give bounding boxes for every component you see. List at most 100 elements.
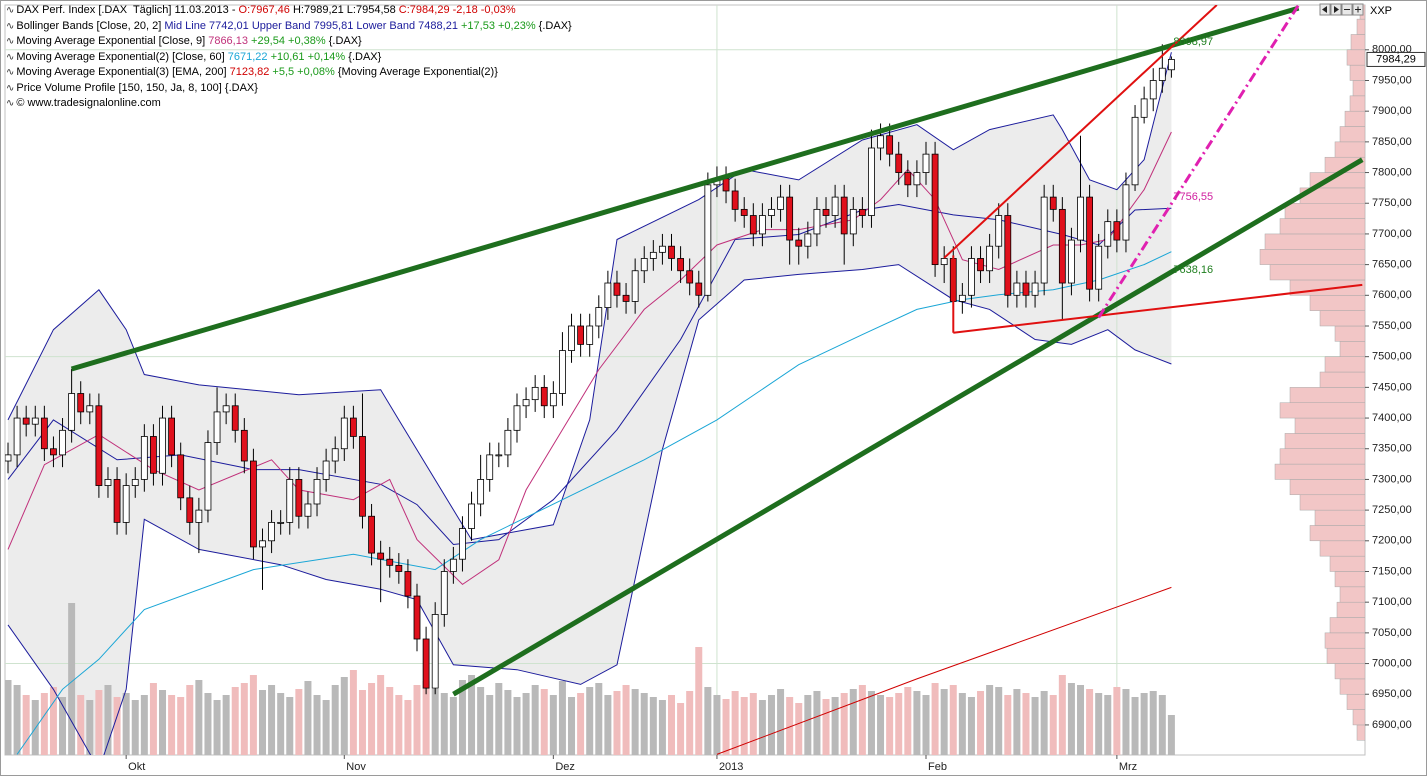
profile-bar [1339,678,1365,695]
legend-line: Moving Average Exponential(2) [Close, 60… [6,50,572,66]
x-tick-label: Dez [555,761,575,773]
volume-bar [568,697,576,755]
legend-text: +17,53 +0,23% [457,19,536,32]
x-tick-label: 2013 [719,761,743,773]
candle-body [59,429,66,456]
volume-bar [822,699,830,755]
volume-bar [595,683,603,755]
profile-bar [1319,371,1365,388]
legend-text: Bollinger Bands [Close, 20, 2] [16,19,165,32]
candle-body [122,485,130,523]
candle-body [477,479,485,505]
candle-body [177,454,185,499]
candle-body [22,417,30,425]
candle-body [822,208,830,216]
candle-body [1058,208,1066,284]
candle-body [640,258,648,272]
candle-body [204,442,212,511]
profile-bar [1324,356,1365,373]
candle-body [731,190,739,210]
volume-bar [68,603,76,755]
candle-body [240,429,248,462]
profile-bar [1319,540,1365,557]
candle-body [268,521,275,542]
price-label: 7984,29 [1376,53,1416,65]
profile-bar [1319,310,1365,327]
volume-bar [159,690,167,755]
candle-body [68,393,76,431]
volume-bar [931,683,939,755]
volume-bar [368,683,376,755]
volume-bar [131,700,139,755]
profile-bar [1356,18,1365,35]
candle-body [877,135,884,149]
y-tick-label: 7200,00 [1372,535,1412,547]
candle-body [1168,59,1175,71]
candle-body [231,405,239,431]
profile-bar [1334,141,1365,158]
candle-body [513,405,521,431]
candle-body [559,350,566,394]
y-tick-label: 7150,00 [1372,565,1412,577]
y-tick-label: 7250,00 [1372,504,1412,516]
volume-bar [468,675,476,755]
legend-text: C:7984,29 -2,18 -0,03% [398,4,516,16]
candle-body [1040,196,1048,284]
y-tick-label: 7450,00 [1372,381,1412,393]
candle-body [695,282,703,296]
profile-bar [1274,463,1365,480]
volume-bar [1095,693,1103,755]
candle-body [958,294,966,302]
volume-bar [831,697,839,755]
candle-body [686,270,694,284]
volume-bar [495,683,503,755]
candle-body [95,405,103,486]
volume-bar [22,695,30,755]
legend-text: {.DAX} [325,35,362,47]
symbol-label: XXP [1370,5,1392,17]
volume-bar [877,695,885,755]
candle-body [13,417,21,456]
candle-body [213,411,221,444]
candle-body [377,552,385,560]
y-tick-label: 7100,00 [1372,596,1412,608]
volume-bar [1113,687,1121,755]
candle-body [1140,98,1148,118]
volume-bar [504,690,512,755]
volume-bar [668,695,676,755]
volume-bar [1131,697,1139,755]
legend-text: Mid Line 7742,01 Upper Band 7995,81 Lowe… [164,19,458,32]
candle-body [813,208,821,235]
volume-bar [1004,695,1012,755]
volume-bar [240,683,248,755]
candle-body [804,233,812,247]
candle-body [995,215,1003,247]
volume-bar [686,691,694,755]
legend-text: +5,5 +0,08% [269,66,335,78]
indicator-line [7,131,1172,586]
indicator-line [7,203,1172,546]
candle-body [1113,221,1121,241]
axes-layer: 7984,29 6900,00 6950,00 7000,00 7050,00 7100,… [125,44,1426,773]
candle-body [504,429,512,456]
volume-bar [695,647,703,755]
profile-bar [1326,647,1365,664]
candle-body [459,528,466,560]
candle-body [568,325,575,351]
profile-bar [1284,202,1365,219]
indicator-legend: DAX Perf. Index [.DAX Täglich] 11.03.201… [6,3,572,112]
candle-body [40,417,48,450]
y-tick-label: 7750,00 [1372,197,1412,209]
plot-layer: 8008,97 7756,55 7638,16 [5,5,1365,755]
volume-bar [440,693,448,755]
candle-body [349,417,357,437]
price-annotation: 8008,97 [1173,36,1213,48]
candle-body [150,436,157,474]
y-tick-label: 6950,00 [1372,688,1412,700]
y-tick-label: 7600,00 [1372,289,1412,301]
volume-bar [1077,685,1085,755]
candle-body [668,245,675,259]
profile-bar [1346,49,1365,66]
candle-body [440,571,448,615]
volume-bar [513,697,521,755]
